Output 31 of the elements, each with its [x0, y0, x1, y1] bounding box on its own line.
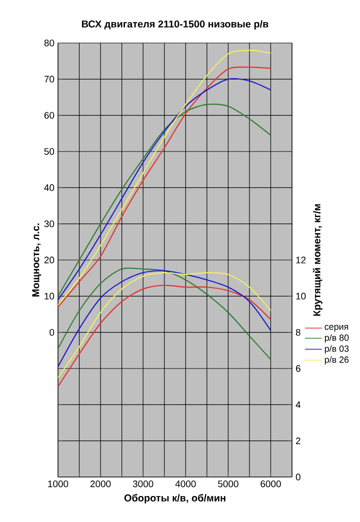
y2-tick-label: 2 — [296, 438, 300, 444]
y-tick-label: 40 — [44, 184, 54, 192]
x-tick-label: 4000 — [175, 480, 196, 488]
y2-tick-label: 0 — [296, 474, 300, 480]
y-tick-label: 80 — [44, 40, 54, 46]
y-tick-label: 20 — [44, 256, 54, 264]
y2-tick-label: 6 — [296, 365, 300, 372]
line-series — [58, 284, 272, 388]
y-tick-label: 50 — [44, 148, 54, 155]
x-tick-label: 1000 — [48, 480, 68, 488]
chart-title: ВСХ двигателя 2110-1500 низовые р/в — [82, 20, 268, 30]
y-tick-label: 70 — [44, 76, 54, 83]
y-tick-label: 10 — [44, 292, 54, 300]
legend-label: р/в 80 — [324, 334, 349, 343]
y2-tick-label: 12 — [296, 256, 306, 264]
y2-axis-title: Крутящий момент, кг/м — [312, 204, 322, 316]
y-axis-title: Мощность, л.с. — [32, 224, 42, 296]
y-tick-label: 30 — [44, 220, 54, 228]
x-axis-title: Обороты к/в, об/мин — [124, 494, 226, 504]
legend-label: серия — [324, 324, 348, 332]
x-tick-label: 6000 — [260, 480, 281, 488]
y-tick-label: 60 — [44, 112, 54, 119]
y2-tick-label: 4 — [296, 401, 301, 408]
x-tick-label: 5000 — [218, 480, 238, 488]
y2-tick-label: 8 — [296, 328, 300, 336]
legend-label: р/в 03 — [324, 345, 349, 354]
y2-tick-label: 10 — [296, 292, 306, 300]
x-tick-label: 2000 — [90, 480, 111, 488]
x-tick-label: 3000 — [132, 480, 154, 488]
y-tick-label: 0 — [50, 328, 54, 336]
legend-label: р/в 26 — [324, 356, 349, 365]
